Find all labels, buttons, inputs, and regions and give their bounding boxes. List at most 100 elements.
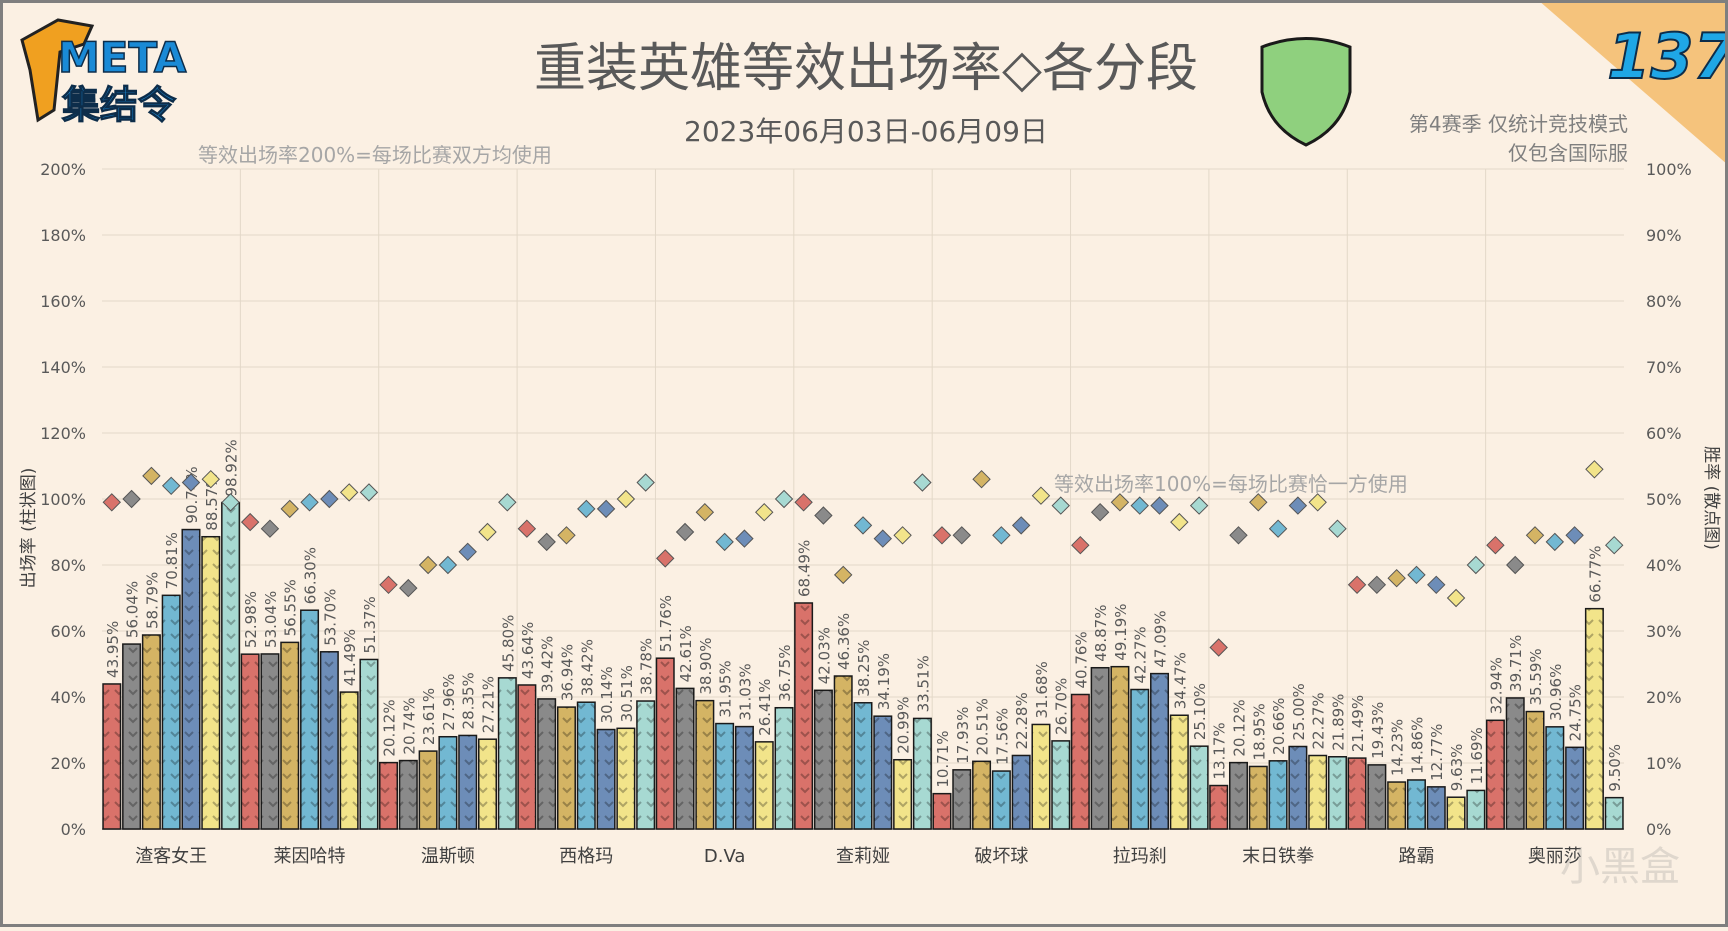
bar-pattern [103, 683, 121, 829]
winrate-point [1288, 496, 1308, 515]
chart-title: 重装英雄等效出场率◇各分段 [534, 39, 1198, 99]
y-tick-label-left: 20% [50, 754, 86, 773]
winrate-point [1466, 555, 1486, 575]
winrate-point [240, 512, 260, 532]
y-axis-label-right: 胜率 (散点图) [1701, 446, 1721, 550]
data-label: 46.36% [835, 613, 853, 670]
data-label: 22.28% [1013, 692, 1031, 749]
bar-pattern [360, 659, 378, 829]
data-label: 20.66% [1270, 698, 1288, 755]
winrate-point [1170, 512, 1189, 532]
y-tick-label-right: 10% [1646, 754, 1682, 773]
winrate-point [142, 466, 161, 486]
bar-pattern [1427, 786, 1446, 829]
bar-pattern [1052, 740, 1070, 829]
data-label: 25.00% [1290, 683, 1308, 740]
meta-logo: META 集结令 [20, 18, 188, 128]
bar-pattern [794, 602, 813, 829]
winrate-point [1427, 575, 1446, 595]
bar-pattern [1012, 755, 1030, 829]
bar-pattern [261, 653, 279, 829]
bar-pattern [1170, 715, 1189, 829]
data-label: 20.12% [1230, 699, 1248, 756]
y-tick-label-right: 100% [1646, 160, 1692, 179]
data-label: 66.30% [302, 547, 320, 604]
data-label: 41.49% [341, 629, 359, 686]
data-label: 68.49% [796, 540, 814, 597]
bar-pattern [1447, 797, 1465, 829]
data-label: 49.19% [1112, 603, 1130, 660]
bar-pattern [1605, 797, 1623, 829]
winrate-point [181, 473, 201, 492]
data-label: 21.49% [1349, 695, 1367, 752]
winrate-point [320, 489, 339, 509]
winrate-point [1031, 486, 1051, 505]
winrate-point [161, 476, 181, 496]
bar-pattern [893, 759, 912, 829]
bar-pattern [636, 701, 655, 829]
bar-pattern [458, 735, 477, 829]
data-label: 53.70% [321, 589, 339, 646]
bar-pattern [1328, 756, 1347, 829]
data-label: 45.80% [499, 615, 517, 672]
data-label: 53.04% [262, 591, 280, 648]
winrate-point [913, 473, 932, 492]
winrate-point [992, 526, 1011, 545]
bar-pattern [439, 736, 457, 829]
data-label: 70.81% [163, 532, 181, 589]
data-label: 39.71% [1507, 635, 1525, 692]
data-label: 14.23% [1389, 719, 1407, 776]
bar-pattern [933, 793, 951, 829]
winrate-point [1268, 519, 1288, 538]
winrate-point [458, 542, 477, 562]
data-label: 22.27% [1310, 692, 1328, 749]
y-tick-label-left: 80% [50, 556, 86, 575]
data-label: 56.55% [282, 579, 300, 636]
data-label: 31.95% [717, 660, 735, 717]
bar-pattern [557, 707, 576, 829]
winrate-point [122, 489, 141, 509]
data-label: 36.75% [776, 645, 794, 702]
data-label: 34.47% [1171, 652, 1189, 709]
bar-pattern [419, 751, 437, 829]
data-label: 58.79% [143, 572, 161, 629]
data-label: 20.12% [381, 699, 399, 756]
bar-pattern [399, 760, 418, 829]
x-tick-label: 奥丽莎 [1528, 846, 1582, 867]
winrate-point [735, 529, 754, 548]
data-label: 51.76% [657, 595, 675, 652]
winrate-point [774, 489, 794, 509]
x-tick-label: 破坏球 [974, 846, 1028, 867]
y-tick-label-left: 180% [40, 226, 86, 245]
y-tick-label-right: 20% [1646, 688, 1682, 707]
winrate-point [517, 519, 537, 538]
winrate-point [438, 555, 458, 575]
winrate-point [221, 493, 240, 512]
bar-pattern [142, 634, 161, 829]
bar-pattern [478, 739, 497, 829]
bar-pattern [1249, 766, 1268, 829]
data-label: 42.03% [815, 627, 833, 684]
bar-pattern [992, 771, 1011, 829]
date-range: 2023年06月03日-06月09日 [684, 115, 1048, 148]
y-tick-label-right: 30% [1646, 622, 1682, 641]
winrate-point [833, 565, 853, 585]
bar-pattern [696, 700, 714, 829]
winrate-point [1130, 496, 1149, 515]
data-label: 38.42% [578, 639, 596, 696]
value-labels-layer: 43.95%56.04% 58.79%70.81%90.74% 88.57%98.9… [104, 439, 1624, 791]
data-label: 31.03% [736, 663, 754, 720]
bar-pattern [320, 651, 339, 829]
bar-pattern [1467, 790, 1485, 829]
bar-pattern [1348, 758, 1366, 829]
data-label: 20.51% [974, 698, 992, 755]
data-label: 33.51% [914, 655, 932, 712]
y-tick-label-right: 40% [1646, 556, 1682, 575]
winrate-point [1011, 516, 1031, 535]
bar-pattern [1209, 785, 1228, 829]
bar-pattern [1506, 697, 1524, 829]
bar-pattern [379, 762, 398, 829]
winrate-point [636, 473, 655, 492]
logo-subtext: 集结令 [61, 83, 177, 127]
